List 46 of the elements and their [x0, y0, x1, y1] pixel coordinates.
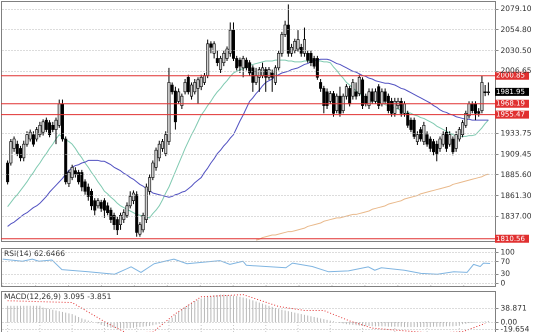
candlestick — [242, 55, 245, 78]
candlestick — [470, 100, 474, 114]
candlestick — [309, 50, 312, 67]
candlestick — [42, 118, 45, 136]
candlestick — [451, 136, 454, 156]
candlestick — [264, 66, 268, 92]
candlestick — [316, 55, 319, 80]
candlestick — [196, 76, 200, 104]
candlestick — [77, 169, 80, 185]
candlestick — [332, 90, 336, 118]
candlestick — [296, 30, 300, 52]
candlestick — [390, 97, 394, 118]
candlestick — [28, 129, 32, 142]
line-series — [256, 174, 489, 241]
candlestick — [486, 82, 490, 96]
candlestick — [228, 22, 232, 58]
candlestick — [96, 198, 100, 209]
line-series — [2, 258, 491, 275]
candlestick — [377, 84, 380, 110]
candlestick — [116, 216, 119, 236]
candlestick — [80, 169, 84, 192]
candlestick — [48, 120, 52, 138]
candlestick — [422, 121, 426, 146]
candlestick — [374, 88, 377, 104]
candlestick — [32, 130, 35, 148]
candlestick — [244, 57, 248, 71]
candlestick — [454, 130, 458, 152]
candlestick — [238, 57, 242, 74]
candlestick — [444, 126, 448, 152]
candlestick — [435, 140, 438, 162]
candlestick — [100, 199, 103, 212]
candlestick — [400, 97, 403, 118]
candlestick — [38, 121, 42, 138]
candlestick — [51, 121, 54, 133]
candlestick — [474, 100, 477, 121]
candlestick — [419, 126, 422, 142]
candlestick — [380, 88, 384, 107]
candlestick — [428, 136, 432, 152]
candlestick — [335, 93, 338, 114]
candlestick — [338, 86, 342, 118]
candlestick — [326, 88, 329, 110]
candlestick — [368, 88, 370, 110]
candlestick — [393, 97, 396, 118]
candlestick — [370, 88, 374, 104]
candlestick — [184, 78, 187, 95]
candlestick — [102, 198, 106, 218]
